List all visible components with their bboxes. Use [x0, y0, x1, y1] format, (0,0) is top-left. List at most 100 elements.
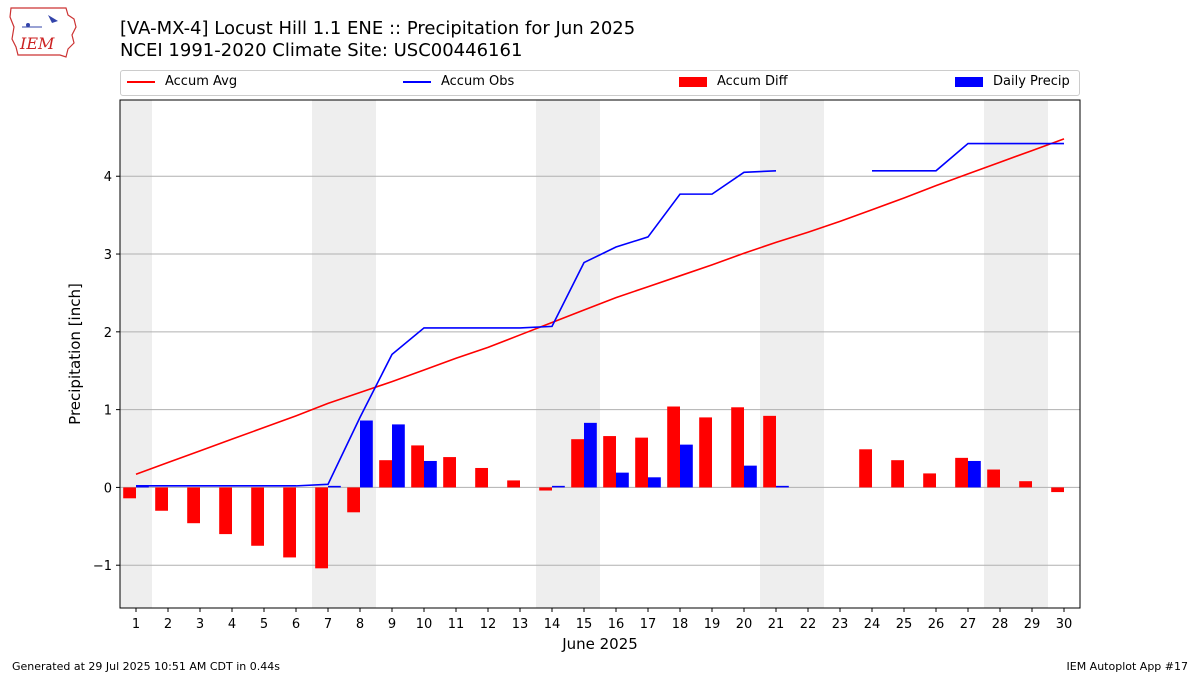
- chart-subtitle: NCEI 1991-2020 Climate Site: USC00446161: [120, 40, 523, 61]
- daily-precip-bar: [968, 460, 981, 488]
- daily-precip-bar: [680, 444, 693, 488]
- x-tick-label: 5: [260, 617, 268, 632]
- accum-diff-bar: [731, 407, 744, 488]
- legend-item-accum-diff: Accum Diff: [679, 74, 788, 89]
- x-axis-label: June 2025: [561, 635, 638, 653]
- accum-diff-bar: [859, 449, 872, 488]
- accum-diff-bar: [667, 406, 680, 488]
- x-tick-label: 4: [228, 617, 236, 632]
- weekend-band: [984, 100, 1048, 608]
- accum-diff-bar: [283, 487, 296, 558]
- legend-item-accum-avg: Accum Avg: [127, 74, 237, 89]
- legend-swatch-accum-obs: [403, 80, 431, 83]
- accum-diff-bar: [571, 439, 584, 488]
- daily-precip-bar: [584, 422, 597, 488]
- daily-precip-bar: [552, 485, 565, 488]
- accum-obs-line: [872, 142, 1064, 172]
- accum-diff-bar: [955, 457, 968, 488]
- legend-swatch-accum-avg: [127, 80, 155, 83]
- accum-diff-bar: [763, 415, 776, 488]
- accum-diff-bar: [443, 457, 456, 488]
- daily-precip-bar: [776, 485, 789, 488]
- x-tick-label: 18: [672, 617, 689, 632]
- x-tick-label: 3: [196, 617, 204, 632]
- accum-diff-bar: [891, 460, 904, 488]
- accum-avg-line: [135, 138, 1065, 475]
- accum-diff-bar: [539, 487, 552, 491]
- accum-diff-bar: [219, 487, 232, 535]
- accum-diff-bar: [987, 469, 1000, 488]
- accum-obs-line: [136, 169, 777, 487]
- x-tick-label: 30: [1056, 617, 1073, 632]
- x-tick-label: 11: [448, 617, 465, 632]
- legend-swatch-daily-precip: [955, 76, 983, 87]
- accum-diff-bar: [315, 487, 328, 569]
- y-axis-label: Precipitation [inch]: [66, 283, 84, 425]
- legend-label-accum-obs: Accum Obs: [441, 74, 515, 89]
- accum-diff-bar: [155, 487, 168, 511]
- y-tick-label: −1: [93, 559, 112, 574]
- y-tick-label: 4: [104, 170, 112, 185]
- accum-diff-bar: [379, 460, 392, 488]
- x-tick-label: 6: [292, 617, 300, 632]
- accum-diff-bar: [635, 437, 648, 488]
- iem-logo: IEM: [8, 5, 80, 59]
- y-tick-label: 0: [104, 481, 112, 496]
- daily-precip-bar: [360, 420, 373, 488]
- x-tick-label: 13: [512, 617, 529, 632]
- svg-text:IEM: IEM: [19, 34, 55, 53]
- accum-diff-bar: [251, 487, 264, 546]
- accum-diff-bar: [123, 487, 136, 499]
- x-tick-label: 8: [356, 617, 364, 632]
- plot-frame: [119, 99, 1081, 609]
- x-tick-label: 15: [576, 617, 593, 632]
- x-tick-label: 23: [832, 617, 849, 632]
- accum-diff-bar: [1051, 487, 1064, 493]
- daily-precip-bar: [424, 460, 437, 488]
- legend-label-accum-diff: Accum Diff: [717, 74, 788, 89]
- x-tick-label: 22: [800, 617, 817, 632]
- accum-diff-bar: [699, 417, 712, 488]
- daily-precip-bar: [648, 477, 661, 488]
- accum-diff-bar: [507, 480, 520, 488]
- x-tick-label: 26: [928, 617, 945, 632]
- x-tick-label: 12: [480, 617, 497, 632]
- accum-diff-bar: [347, 487, 360, 513]
- accum-diff-bar: [1019, 481, 1032, 488]
- x-tick-label: 24: [864, 617, 881, 632]
- accum-diff-bar: [603, 436, 616, 488]
- legend-item-accum-obs: Accum Obs: [403, 74, 514, 89]
- accum-diff-bar: [475, 467, 488, 488]
- app-label: IEM Autoplot App #17: [1066, 660, 1189, 673]
- x-tick-label: 28: [992, 617, 1009, 632]
- x-tick-label: 20: [736, 617, 753, 632]
- x-tick-label: 27: [960, 617, 977, 632]
- x-tick-label: 17: [640, 617, 657, 632]
- x-tick-label: 2: [164, 617, 172, 632]
- legend-swatch-accum-diff: [679, 76, 707, 87]
- y-tick-label: 2: [104, 326, 112, 341]
- daily-precip-bar: [616, 472, 629, 488]
- x-tick-label: 16: [608, 617, 625, 632]
- y-tick-label: 3: [104, 248, 112, 263]
- x-tick-label: 29: [1024, 617, 1041, 632]
- chart-title: [VA-MX-4] Locust Hill 1.1 ENE :: Precipi…: [120, 18, 636, 39]
- x-tick-label: 9: [388, 617, 396, 632]
- x-tick-label: 14: [544, 617, 561, 632]
- x-tick-label: 25: [896, 617, 913, 632]
- legend-label-accum-avg: Accum Avg: [165, 74, 238, 89]
- daily-precip-bar: [744, 465, 757, 488]
- x-tick-label: 21: [768, 617, 785, 632]
- y-tick-label: 1: [104, 404, 112, 419]
- accum-diff-bar: [923, 473, 936, 488]
- legend-item-daily-precip: Daily Precip: [955, 74, 1070, 89]
- weekend-band: [536, 100, 600, 608]
- accum-diff-bar: [187, 487, 200, 524]
- legend-label-daily-precip: Daily Precip: [993, 74, 1070, 89]
- accum-diff-bar: [411, 445, 424, 488]
- x-tick-label: 10: [416, 617, 433, 632]
- x-tick-label: 1: [132, 617, 140, 632]
- daily-precip-bar: [328, 485, 341, 488]
- generated-note: Generated at 29 Jul 2025 10:51 AM CDT in…: [12, 660, 280, 673]
